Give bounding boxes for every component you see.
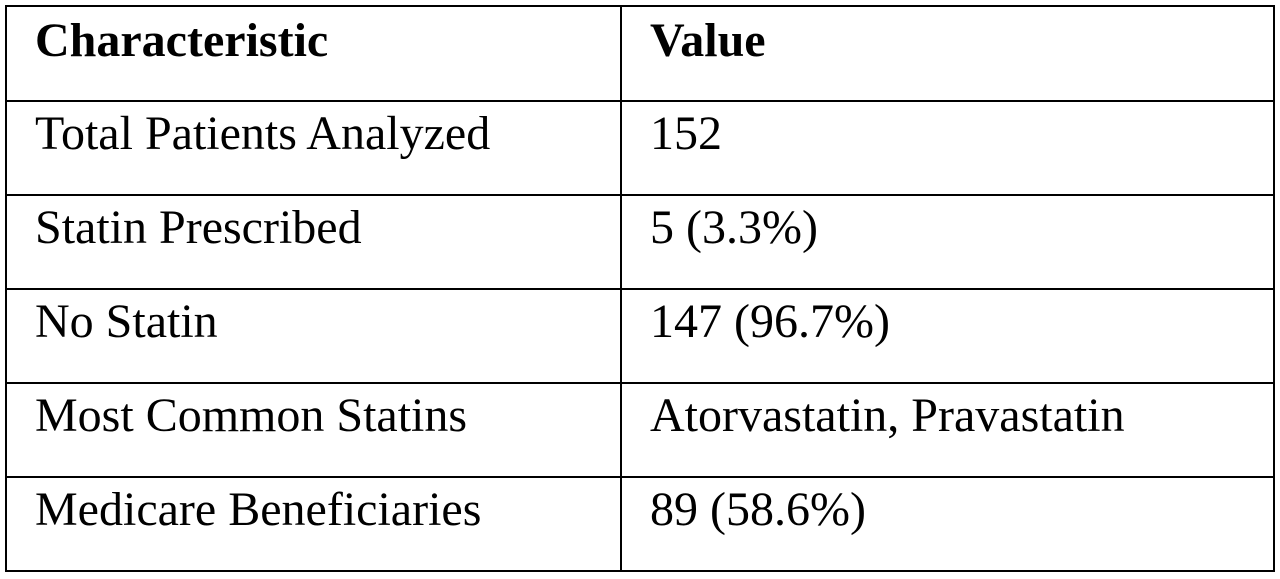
table-row: No Statin 147 (96.7%) <box>5 288 1275 384</box>
row-value: 152 <box>620 100 1275 196</box>
row-label: No Statin <box>5 288 622 384</box>
row-label: Most Common Statins <box>5 382 622 478</box>
row-label: Total Patients Analyzed <box>5 100 622 196</box>
row-label: Statin Prescribed <box>5 194 622 290</box>
header-value: Value <box>620 5 1275 102</box>
table-row: Most Common Statins Atorvastatin, Pravas… <box>5 382 1275 478</box>
statin-summary-table-container: Characteristic Value Total Patients Anal… <box>5 5 1275 572</box>
row-value: Atorvastatin, Pravastatin <box>620 382 1275 478</box>
header-characteristic: Characteristic <box>5 5 622 102</box>
row-value: 89 (58.6%) <box>620 476 1275 572</box>
statin-summary-table: Characteristic Value Total Patients Anal… <box>5 5 1275 572</box>
row-label: Medicare Beneficiaries <box>5 476 622 572</box>
row-value: 5 (3.3%) <box>620 194 1275 290</box>
table-header-row: Characteristic Value <box>5 5 1275 102</box>
table-row: Statin Prescribed 5 (3.3%) <box>5 194 1275 290</box>
row-value: 147 (96.7%) <box>620 288 1275 384</box>
table-row: Medicare Beneficiaries 89 (58.6%) <box>5 476 1275 572</box>
table-row: Total Patients Analyzed 152 <box>5 100 1275 196</box>
